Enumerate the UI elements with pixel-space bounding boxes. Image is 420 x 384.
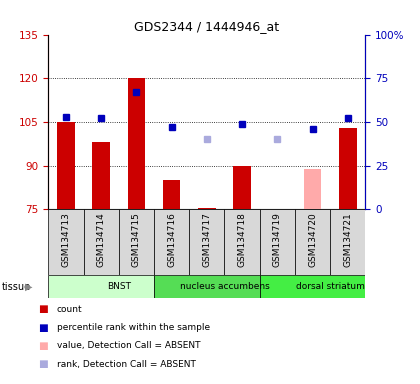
Text: GSM134720: GSM134720 bbox=[308, 213, 317, 267]
FancyBboxPatch shape bbox=[189, 209, 224, 275]
Bar bbox=[198, 208, 215, 209]
Text: GSM134717: GSM134717 bbox=[202, 213, 211, 267]
FancyBboxPatch shape bbox=[260, 209, 295, 275]
Bar bbox=[57, 122, 75, 209]
Text: GSM134718: GSM134718 bbox=[238, 213, 247, 267]
Text: GSM134719: GSM134719 bbox=[273, 213, 282, 267]
Text: GSM134715: GSM134715 bbox=[132, 213, 141, 267]
Text: ■: ■ bbox=[38, 304, 47, 314]
Text: GSM134714: GSM134714 bbox=[97, 213, 106, 267]
FancyBboxPatch shape bbox=[224, 209, 260, 275]
Text: value, Detection Call = ABSENT: value, Detection Call = ABSENT bbox=[57, 341, 200, 351]
FancyBboxPatch shape bbox=[330, 209, 365, 275]
Text: nucleus accumbens: nucleus accumbens bbox=[180, 281, 269, 291]
Bar bbox=[163, 180, 181, 209]
Title: GDS2344 / 1444946_at: GDS2344 / 1444946_at bbox=[134, 20, 279, 33]
Text: ■: ■ bbox=[38, 323, 47, 333]
FancyBboxPatch shape bbox=[154, 275, 260, 298]
Text: rank, Detection Call = ABSENT: rank, Detection Call = ABSENT bbox=[57, 360, 196, 369]
Text: GSM134716: GSM134716 bbox=[167, 213, 176, 267]
Text: BNST: BNST bbox=[107, 281, 131, 291]
Text: dorsal striatum: dorsal striatum bbox=[296, 281, 365, 291]
Text: GSM134713: GSM134713 bbox=[61, 213, 71, 267]
FancyBboxPatch shape bbox=[260, 275, 365, 298]
Text: ■: ■ bbox=[38, 341, 47, 351]
FancyBboxPatch shape bbox=[295, 209, 330, 275]
Bar bbox=[92, 142, 110, 209]
Bar bbox=[128, 78, 145, 209]
Bar bbox=[339, 128, 357, 209]
Bar bbox=[233, 166, 251, 209]
Text: ■: ■ bbox=[38, 359, 47, 369]
Text: percentile rank within the sample: percentile rank within the sample bbox=[57, 323, 210, 332]
FancyBboxPatch shape bbox=[154, 209, 189, 275]
Text: GSM134721: GSM134721 bbox=[343, 213, 352, 267]
Text: ▶: ▶ bbox=[25, 282, 32, 292]
FancyBboxPatch shape bbox=[48, 209, 84, 275]
Text: count: count bbox=[57, 305, 82, 314]
FancyBboxPatch shape bbox=[119, 209, 154, 275]
Text: tissue: tissue bbox=[2, 282, 31, 292]
FancyBboxPatch shape bbox=[48, 275, 154, 298]
FancyBboxPatch shape bbox=[84, 209, 119, 275]
Bar bbox=[304, 169, 321, 209]
